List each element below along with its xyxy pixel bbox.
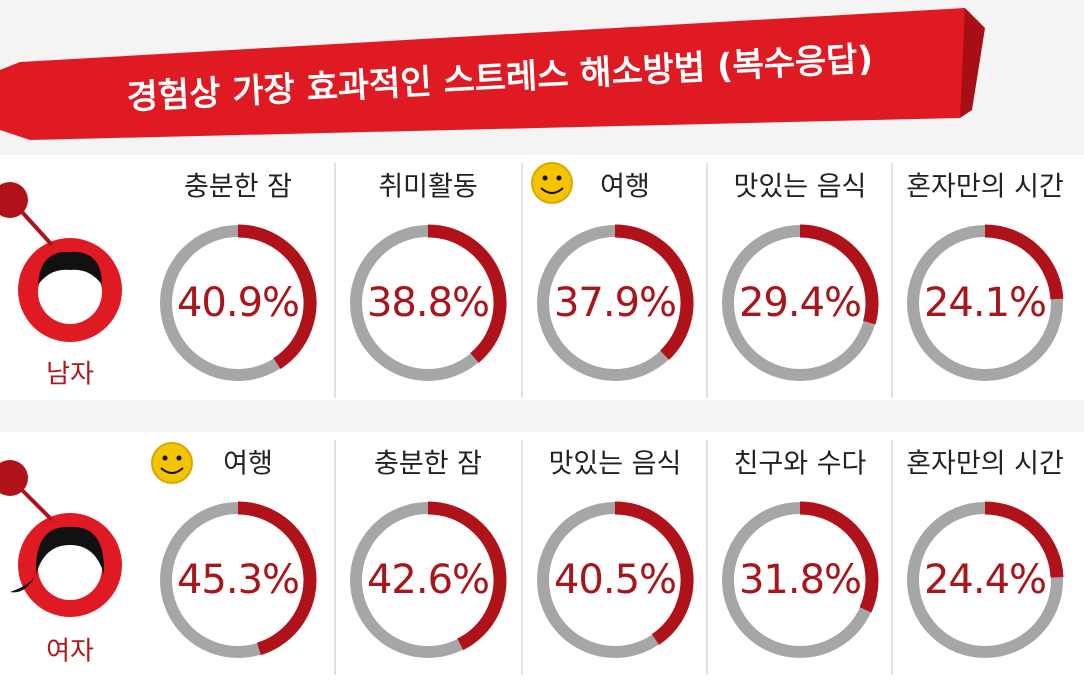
donut-arc <box>614 501 694 645</box>
donut-arc <box>237 501 317 656</box>
category-label: 여행 <box>223 449 273 480</box>
category-label: 충분한 잠 <box>184 172 292 203</box>
value-label: 42.6% <box>367 557 489 603</box>
value-label: 40.5% <box>554 557 676 603</box>
female-icon <box>0 460 122 617</box>
smiley-icon <box>531 162 573 204</box>
category-label: 여행 <box>600 172 650 203</box>
donut-arc <box>427 224 507 363</box>
value-label: 45.3% <box>177 557 299 603</box>
title-banner <box>0 8 975 140</box>
donut-arc <box>984 224 1064 300</box>
donut-arc <box>614 224 694 360</box>
value-label: 31.8% <box>739 557 861 603</box>
male-icon <box>0 182 122 342</box>
category-label: 취미활동 <box>378 172 477 203</box>
donut-arc <box>427 501 507 651</box>
donut-arc <box>237 224 317 370</box>
value-label: 38.8% <box>367 280 489 326</box>
category-label: 친구와 수다 <box>734 449 867 480</box>
value-label: 24.1% <box>924 280 1046 326</box>
value-label: 40.9% <box>177 280 299 326</box>
smiley-icon <box>151 442 193 484</box>
value-label: 29.4% <box>739 280 861 326</box>
category-label: 충분한 잠 <box>374 449 482 480</box>
donut-arc <box>984 501 1064 578</box>
category-label: 혼자만의 시간 <box>906 449 1064 480</box>
value-label: 37.9% <box>554 280 676 326</box>
category-label: 혼자만의 시간 <box>906 172 1064 203</box>
donut-arc <box>799 501 879 613</box>
category-label: 맛있는 음식 <box>734 172 867 203</box>
category-label: 맛있는 음식 <box>549 449 682 480</box>
banner-fold <box>960 8 985 118</box>
group-label: 여자 <box>46 637 94 667</box>
group-label: 남자 <box>46 360 94 390</box>
donut-arc <box>799 224 879 325</box>
value-label: 24.4% <box>924 557 1046 603</box>
